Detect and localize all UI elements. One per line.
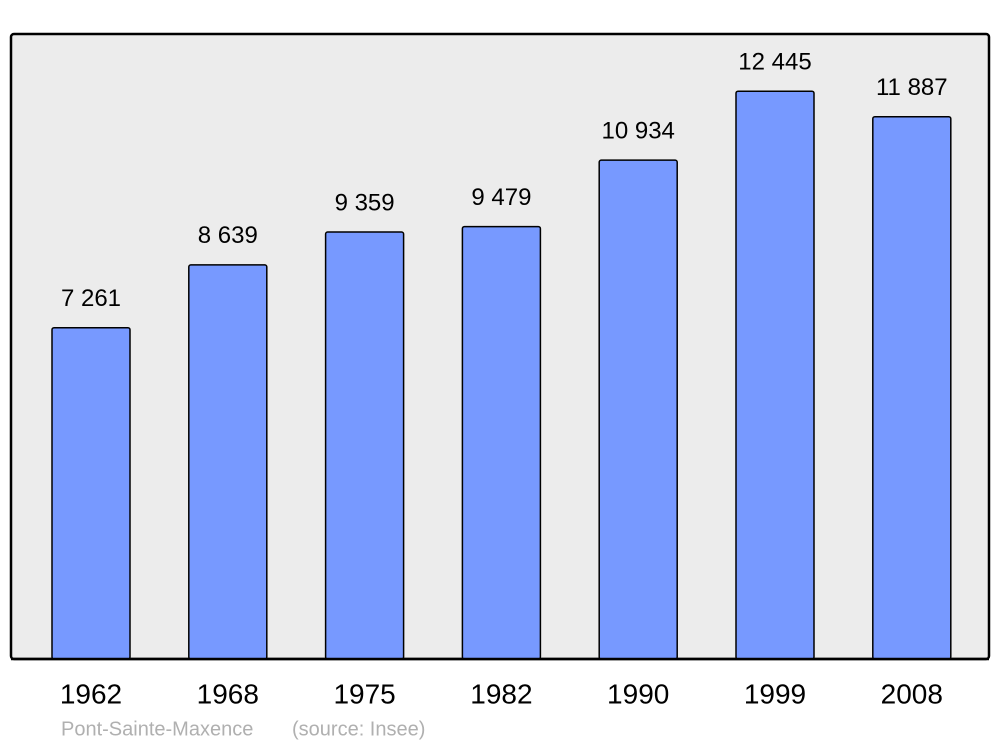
footer-source: (source: Insee) [292,718,425,740]
value-label: 10 934 [601,118,674,145]
x-tick-label: 1982 [470,678,532,709]
x-tick-label: 1975 [333,678,395,709]
x-tick-label: 1999 [744,678,806,709]
bar [735,90,815,660]
value-label: 8 639 [198,222,258,249]
x-tick-label: 1962 [60,678,122,709]
value-label: 12 445 [738,49,811,76]
value-label: 7 261 [61,285,121,312]
value-label: 9 359 [335,189,395,216]
footer-place: Pont-Sainte-Maxence [61,718,253,740]
bar [324,231,405,660]
bar [461,225,542,660]
value-label: 9 479 [471,184,531,211]
bar [188,264,268,660]
bar [872,115,952,660]
bar [598,159,678,660]
x-tick-label: 2008 [881,678,943,709]
bar [51,327,131,660]
x-tick-label: 1990 [607,678,669,709]
value-label: 11 887 [876,74,948,101]
x-tick-label: 1968 [197,678,259,709]
